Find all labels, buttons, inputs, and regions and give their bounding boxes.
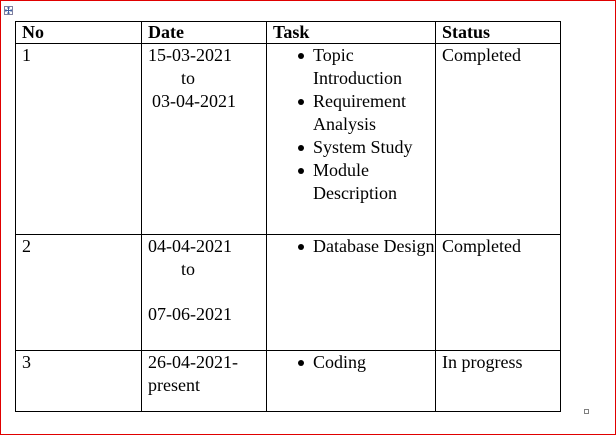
date-end: present	[148, 375, 200, 395]
date-start: 15-03-2021	[148, 45, 232, 65]
task-list: Coding	[273, 351, 435, 374]
task-list: Database Design	[273, 235, 435, 258]
table-row: 3 26-04-2021- present Coding In progress	[15, 350, 561, 412]
date-to: to	[181, 259, 196, 279]
table-row: 1 15-03-2021 to 03-04-2021 Topic Introdu…	[15, 43, 561, 235]
header-task: Task	[266, 21, 436, 44]
cell-status[interactable]: Completed	[435, 234, 561, 351]
cell-task[interactable]: Database Design	[266, 234, 436, 351]
schedule-table: No Date Task Status 1 15-03-2021 to 03-0…	[15, 21, 561, 412]
table-move-icon[interactable]	[4, 6, 13, 15]
date-start: 04-04-2021	[148, 236, 232, 256]
cell-no[interactable]: 3	[15, 350, 142, 412]
blank-line	[148, 281, 266, 303]
header-no: No	[15, 21, 142, 44]
task-list: Topic Introduction Requirement Analysis …	[273, 44, 435, 205]
task-item: Requirement Analysis	[298, 90, 435, 136]
table-row: 2 04-04-2021 to 07-06-2021 Database Desi…	[15, 234, 561, 351]
cell-status[interactable]: Completed	[435, 43, 561, 235]
cell-no[interactable]: 1	[15, 43, 142, 235]
header-status: Status	[435, 21, 561, 44]
task-item: System Study	[298, 136, 435, 159]
cell-status[interactable]: In progress	[435, 350, 561, 412]
task-item: Module Description	[298, 159, 435, 205]
cell-date[interactable]: 15-03-2021 to 03-04-2021	[141, 43, 267, 235]
date-end: 03-04-2021	[152, 91, 236, 111]
task-item: Database Design	[298, 236, 435, 256]
table-header-row: No Date Task Status	[15, 21, 561, 44]
date-to: to	[181, 68, 196, 88]
header-date: Date	[141, 21, 267, 44]
cell-no[interactable]: 2	[15, 234, 142, 351]
task-item: Coding	[298, 351, 435, 374]
cell-date[interactable]: 26-04-2021- present	[141, 350, 267, 412]
cell-task[interactable]: Coding	[266, 350, 436, 412]
cell-task[interactable]: Topic Introduction Requirement Analysis …	[266, 43, 436, 235]
task-item: Topic Introduction	[298, 44, 435, 90]
cell-date[interactable]: 04-04-2021 to 07-06-2021	[141, 234, 267, 351]
table-resize-icon[interactable]	[584, 409, 589, 414]
date-start: 26-04-2021-	[148, 352, 238, 372]
date-end: 07-06-2021	[148, 304, 232, 324]
